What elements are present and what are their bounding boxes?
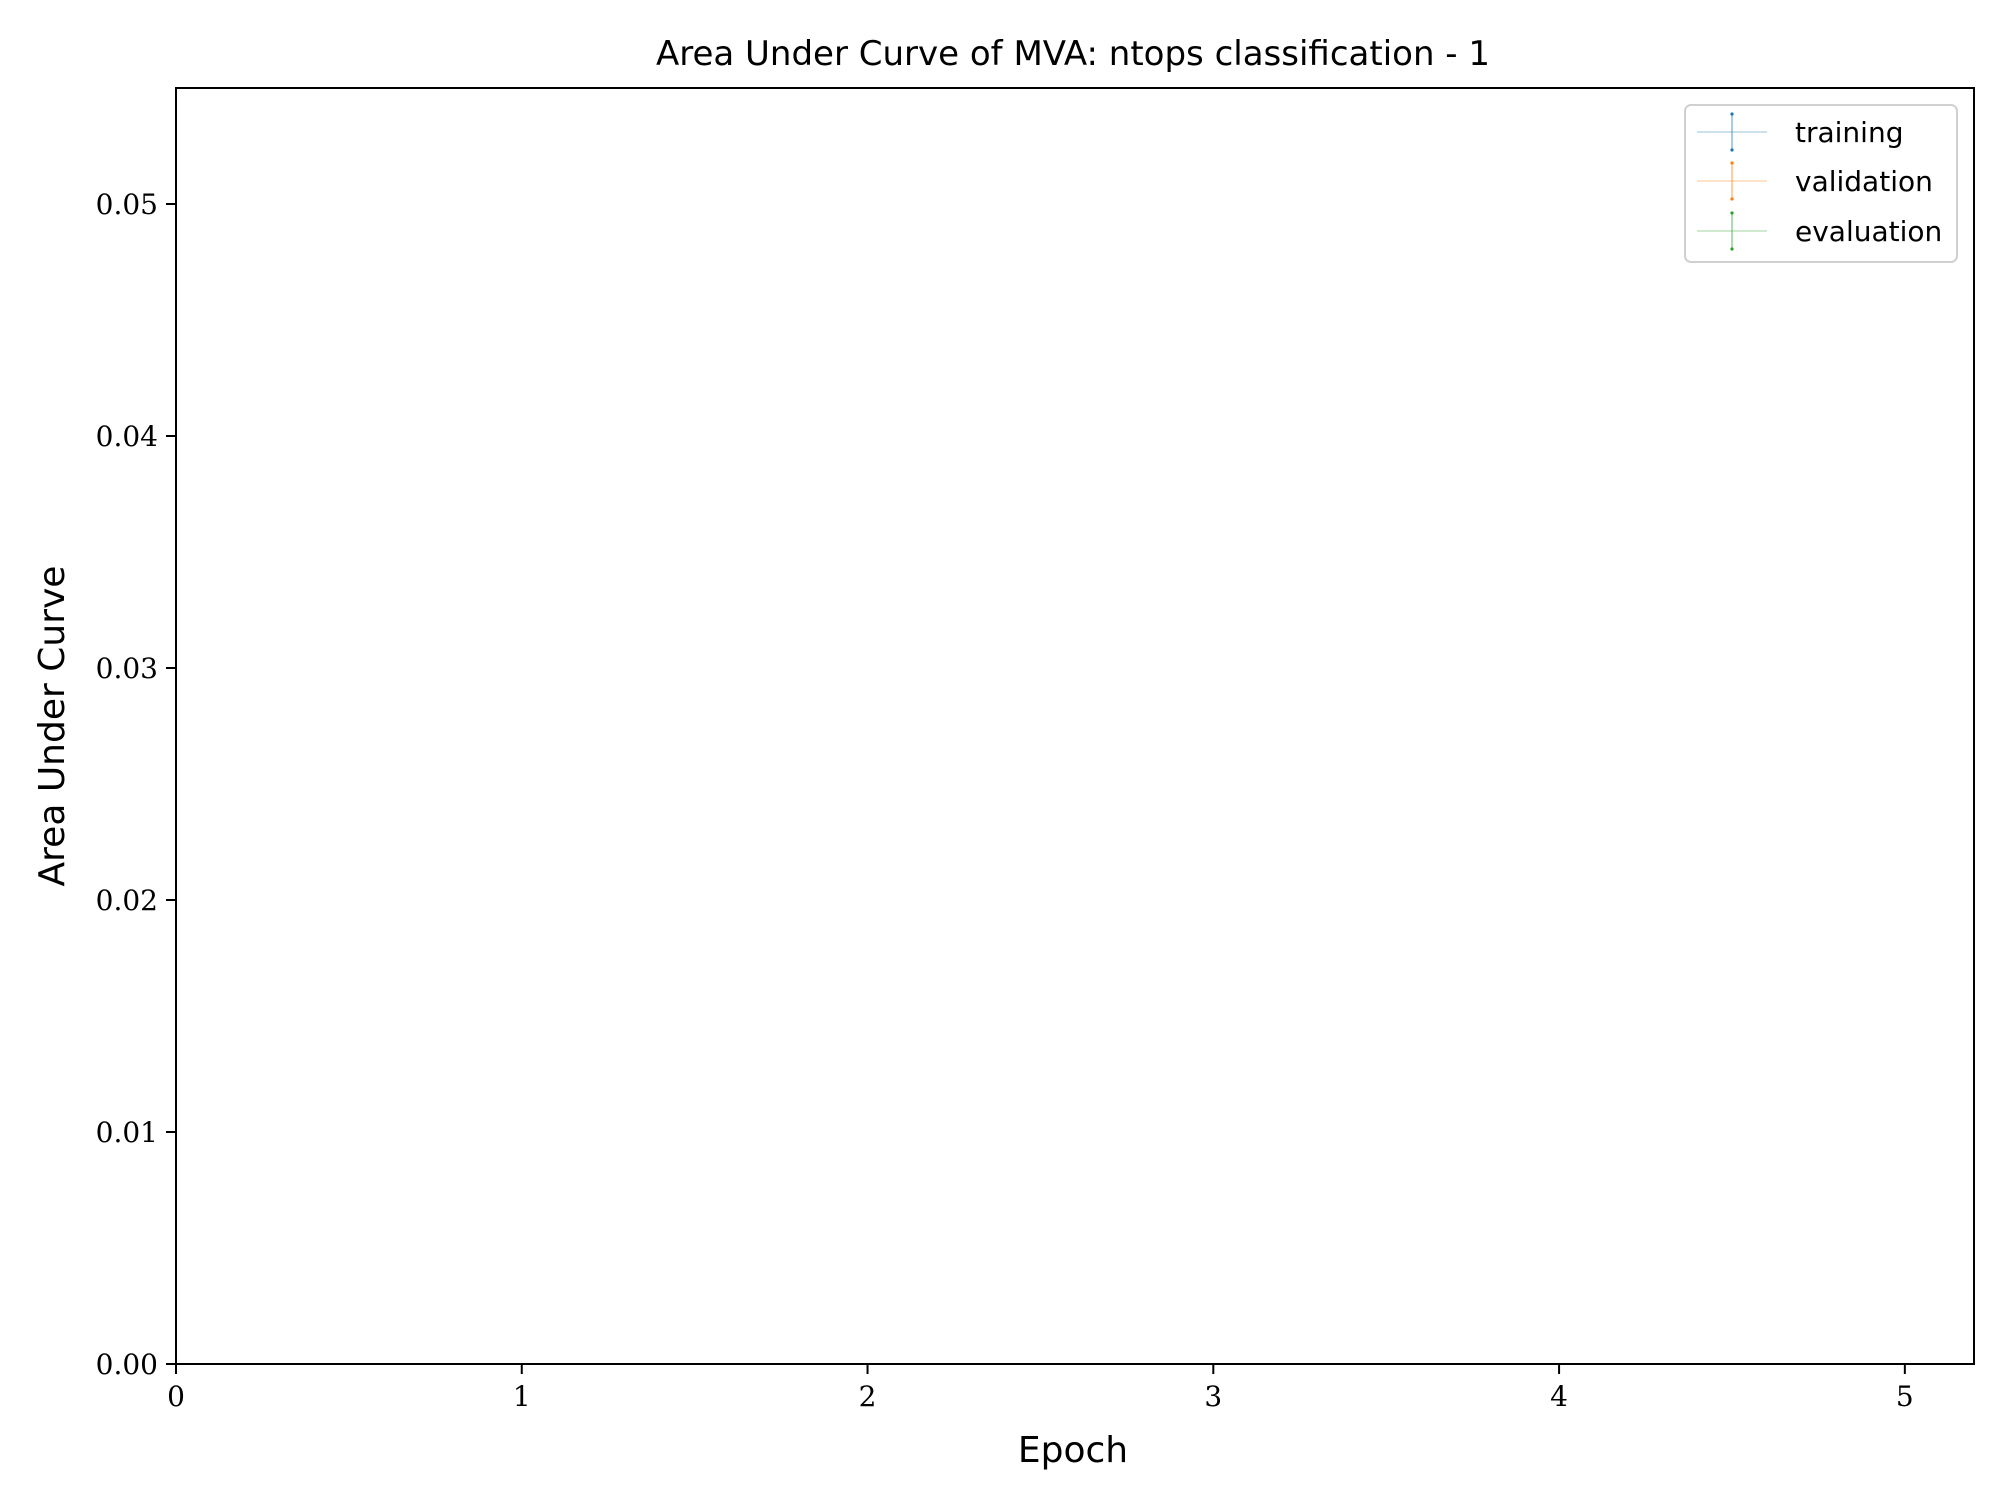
chart-title: Area Under Curve of MVA: ntops classific…	[656, 34, 1490, 74]
x-tick-label: 2	[859, 1380, 877, 1413]
legend-box	[1684, 104, 1958, 263]
legend-cap-marker	[1730, 112, 1734, 116]
legend-cap-marker	[1730, 148, 1734, 152]
plot-area	[175, 87, 1975, 1365]
legend: training validation evaluation	[1684, 104, 1958, 263]
y-axis-label: Area Under Curve	[32, 566, 73, 887]
y-tick-label: 0.01	[96, 1116, 158, 1149]
y-tick-label: 0.02	[96, 884, 158, 917]
legend-cap-marker	[1730, 197, 1734, 201]
y-axis-ticks: 0.00 0.01 0.02 0.03 0.04 0.05	[96, 188, 176, 1381]
legend-cap-marker	[1730, 161, 1734, 165]
y-tick-label: 0.03	[96, 652, 158, 685]
x-axis-label: Epoch	[1018, 1430, 1128, 1471]
y-tick-label: 0.00	[96, 1348, 158, 1381]
legend-label: training	[1795, 116, 1903, 149]
x-tick-label: 0	[167, 1380, 185, 1413]
legend-entry-training: training	[1697, 112, 1903, 152]
legend-items: training validation evaluation	[1697, 112, 1942, 251]
y-tick-label: 0.04	[96, 420, 158, 453]
y-tick-label: 0.05	[96, 188, 158, 221]
legend-label: validation	[1795, 165, 1933, 198]
x-axis-ticks: 0 1 2 3 4 5	[167, 1364, 1914, 1413]
x-tick-label: 4	[1550, 1380, 1568, 1413]
x-tick-label: 3	[1204, 1380, 1222, 1413]
legend-cap-marker	[1730, 211, 1734, 215]
plot-frame	[175, 87, 1975, 1365]
legend-cap-marker	[1730, 247, 1734, 251]
legend-entry-validation: validation	[1697, 161, 1933, 201]
x-tick-label: 1	[513, 1380, 531, 1413]
legend-entry-evaluation: evaluation	[1697, 211, 1942, 251]
x-tick-label: 5	[1896, 1380, 1914, 1413]
legend-label: evaluation	[1795, 215, 1942, 248]
